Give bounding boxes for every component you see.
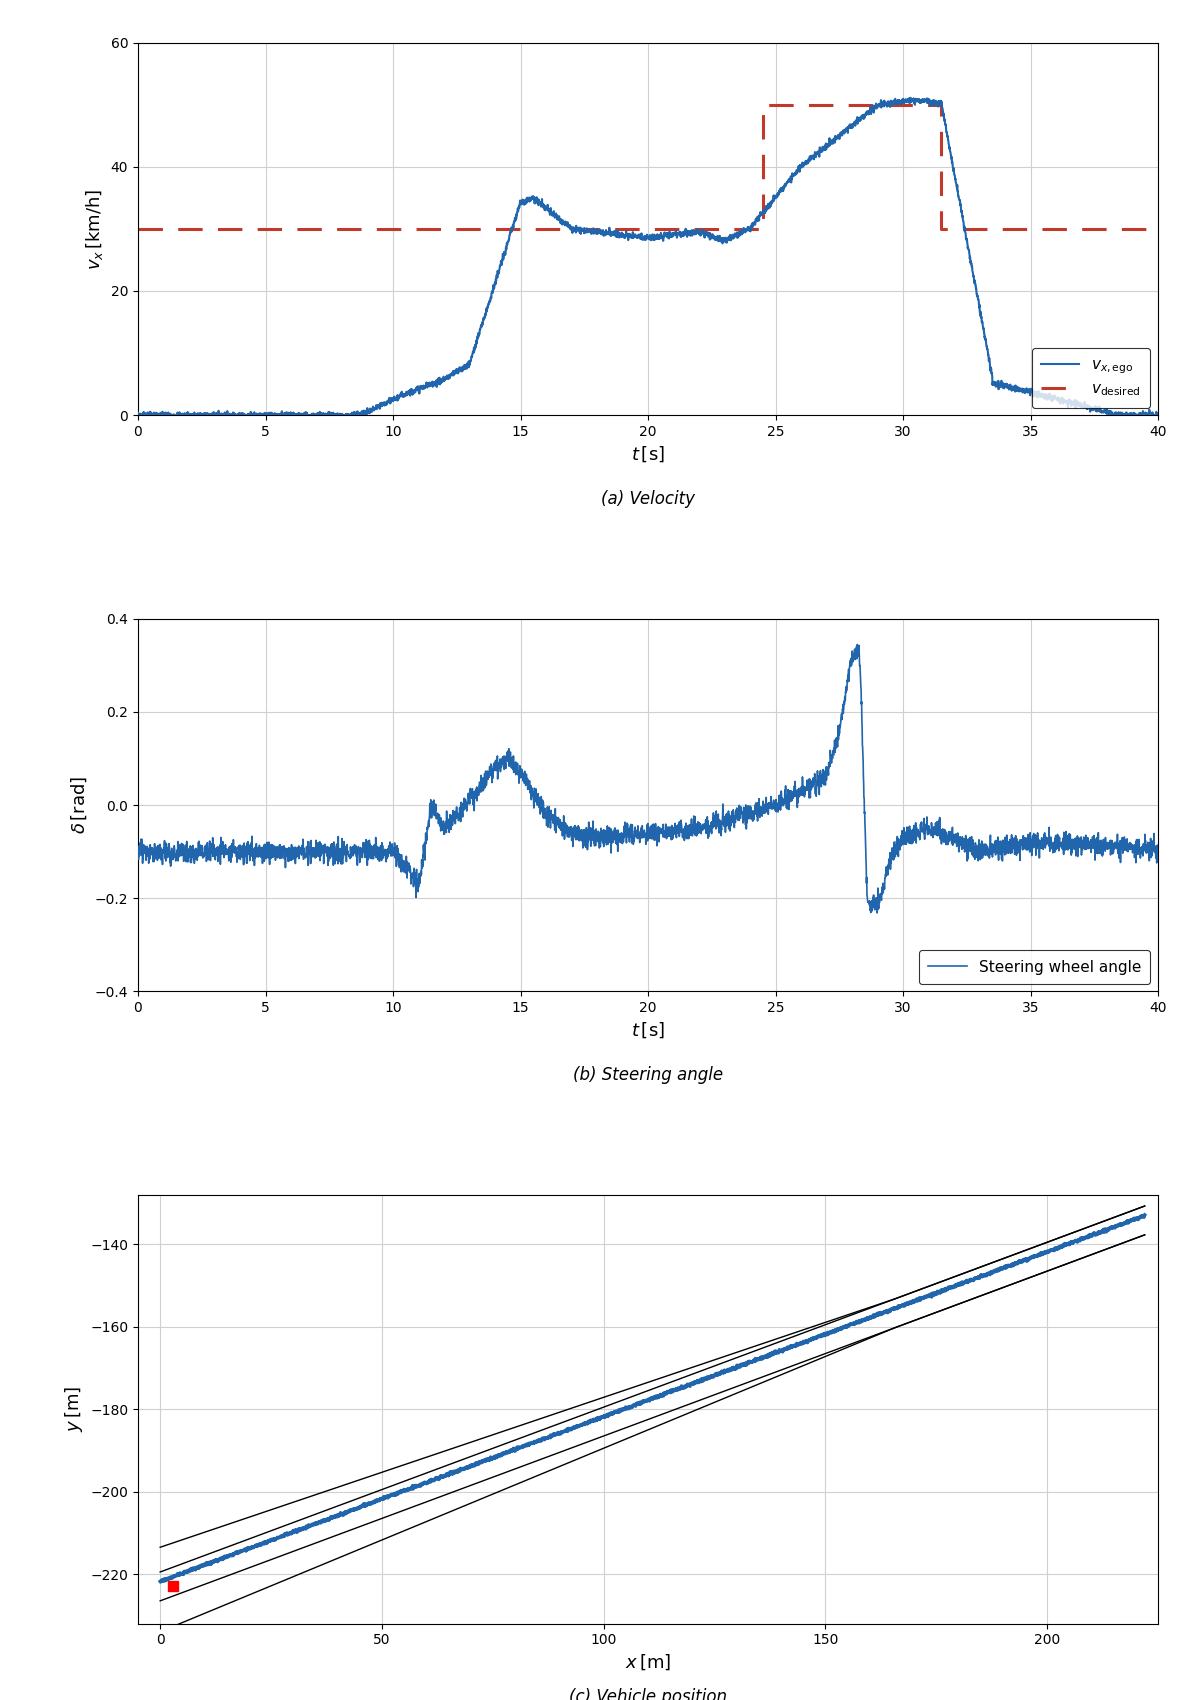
Steering wheel angle: [850, 634, 864, 654]
Legend: Steering wheel angle: Steering wheel angle: [919, 950, 1151, 984]
X-axis label: $t\,[\mathrm{s}]$: $t\,[\mathrm{s}]$: [631, 444, 665, 464]
$v_{x,\mathrm{ego}}$: [616, 224, 630, 245]
Text: (c) Vehicle position: (c) Vehicle position: [569, 1688, 727, 1700]
Line: Steering wheel angle: Steering wheel angle: [138, 644, 1158, 913]
Steering wheel angle: [568, 826, 582, 847]
Steering wheel angle: [1069, 830, 1084, 850]
$v_{\mathrm{desired}}$: [756, 95, 770, 116]
$v_{x,\mathrm{ego}}$: [1120, 405, 1134, 425]
$v_{x,\mathrm{ego}}$: [559, 214, 574, 235]
Steering wheel angle: [559, 818, 574, 838]
$v_{\mathrm{desired}}$: [756, 219, 770, 240]
Steering wheel angle: [616, 831, 630, 852]
Y-axis label: $v_x\,[\mathrm{km/h}]$: $v_x\,[\mathrm{km/h}]$: [84, 189, 106, 270]
$v_{\mathrm{desired}}$: [934, 95, 948, 116]
Y-axis label: $y\,[\mathrm{m}]$: $y\,[\mathrm{m}]$: [62, 1386, 84, 1431]
Legend: $v_{x,\mathrm{ego}}$, $v_{\mathrm{desired}}$: $v_{x,\mathrm{ego}}$, $v_{\mathrm{desire…: [1032, 348, 1151, 408]
$v_{x,\mathrm{ego}}$: [131, 403, 145, 423]
Line: $v_{\mathrm{desired}}$: $v_{\mathrm{desired}}$: [138, 105, 1158, 230]
$v_{x,\mathrm{ego}}$: [904, 88, 918, 109]
$v_{\mathrm{desired}}$: [934, 219, 948, 240]
Text: (a) Velocity: (a) Velocity: [601, 490, 695, 508]
Line: $v_{x,\mathrm{ego}}$: $v_{x,\mathrm{ego}}$: [138, 99, 1158, 415]
X-axis label: $t\,[\mathrm{s}]$: $t\,[\mathrm{s}]$: [631, 1020, 665, 1040]
$v_{x,\mathrm{ego}}$: [1069, 391, 1084, 411]
Steering wheel angle: [872, 892, 887, 913]
$v_{x,\mathrm{ego}}$: [1151, 403, 1165, 423]
$v_{x,\mathrm{ego}}$: [568, 219, 582, 240]
$v_{\mathrm{desired}}$: [1151, 219, 1165, 240]
Steering wheel angle: [1151, 835, 1165, 855]
$v_{\mathrm{desired}}$: [131, 219, 145, 240]
Steering wheel angle: [870, 903, 884, 923]
X-axis label: $x\,[\mathrm{m}]$: $x\,[\mathrm{m}]$: [625, 1652, 671, 1673]
$v_{x,\mathrm{ego}}$: [872, 94, 887, 114]
Y-axis label: $\delta\,[\mathrm{rad}]$: $\delta\,[\mathrm{rad}]$: [70, 775, 89, 835]
$v_{x,\mathrm{ego}}$: [131, 405, 145, 425]
Steering wheel angle: [131, 840, 145, 860]
Steering wheel angle: [1120, 828, 1134, 848]
Text: (b) Steering angle: (b) Steering angle: [572, 1066, 724, 1085]
